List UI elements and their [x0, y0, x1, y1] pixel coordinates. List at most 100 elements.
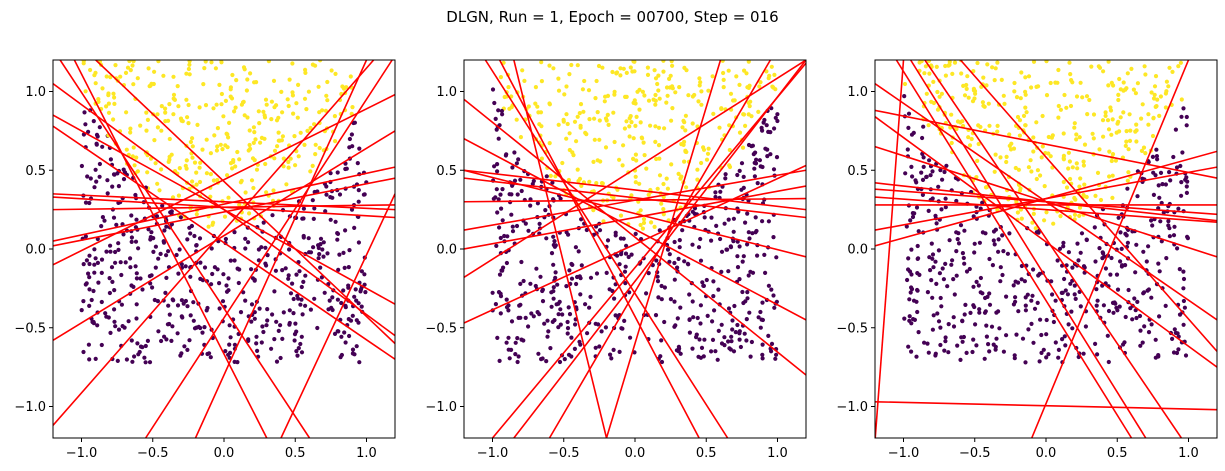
data-point-class0 — [121, 177, 127, 182]
data-point-class0 — [1039, 350, 1044, 355]
data-point-class0 — [1005, 251, 1010, 256]
data-point-class0 — [200, 330, 205, 335]
data-point-class1 — [208, 172, 213, 177]
data-point-class1 — [717, 125, 722, 130]
data-point-class1 — [269, 117, 274, 122]
data-point-class0 — [1180, 150, 1185, 155]
data-point-class1 — [1078, 176, 1083, 181]
decision-line — [464, 98, 806, 376]
data-point-class0 — [516, 315, 521, 320]
data-point-class0 — [1161, 210, 1166, 215]
data-point-class0 — [731, 349, 737, 354]
data-point-class0 — [94, 179, 99, 184]
data-point-class0 — [176, 271, 181, 276]
data-point-class0 — [723, 172, 728, 177]
data-point-class1 — [186, 102, 191, 108]
data-point-class1 — [237, 157, 242, 162]
data-point-class1 — [192, 160, 198, 165]
data-point-class0 — [495, 210, 500, 215]
data-point-class1 — [269, 99, 274, 104]
data-point-class0 — [116, 247, 121, 252]
data-point-class1 — [1061, 179, 1066, 185]
data-point-class0 — [1102, 254, 1107, 259]
data-point-class0 — [996, 237, 1001, 242]
data-point-class0 — [1004, 333, 1009, 338]
data-point-class0 — [987, 291, 992, 296]
data-point-class0 — [292, 332, 298, 337]
data-point-class0 — [119, 272, 124, 278]
data-point-class0 — [578, 276, 583, 281]
data-point-class1 — [553, 174, 558, 179]
data-point-class0 — [316, 256, 321, 261]
data-point-class0 — [283, 266, 288, 271]
data-point-class0 — [347, 248, 352, 253]
data-point-class1 — [310, 163, 315, 168]
data-point-class0 — [254, 341, 259, 346]
data-point-class0 — [249, 267, 254, 272]
data-point-class0 — [972, 250, 977, 255]
data-point-class0 — [750, 231, 755, 236]
data-point-class1 — [201, 82, 206, 87]
data-point-class1 — [112, 101, 117, 106]
data-point-class0 — [902, 94, 907, 99]
data-point-class0 — [572, 346, 577, 351]
data-point-class0 — [227, 342, 232, 347]
data-point-class1 — [580, 87, 585, 92]
data-point-class0 — [1140, 340, 1145, 345]
data-point-class0 — [328, 171, 333, 176]
data-point-class0 — [249, 302, 255, 307]
data-point-class0 — [1181, 269, 1186, 274]
data-point-class1 — [520, 68, 525, 73]
data-point-class0 — [1134, 315, 1139, 321]
decision-line — [95, 60, 395, 345]
data-point-class1 — [686, 93, 691, 98]
data-point-class0 — [495, 162, 500, 167]
data-point-class0 — [175, 303, 181, 308]
data-point-class0 — [1038, 317, 1043, 322]
data-point-class0 — [984, 323, 989, 328]
data-point-class1 — [638, 208, 643, 213]
data-point-class0 — [921, 124, 926, 129]
data-point-class0 — [1036, 273, 1041, 278]
data-point-class1 — [248, 71, 253, 76]
data-point-class1 — [621, 143, 626, 148]
data-point-class1 — [1031, 211, 1036, 216]
data-point-class0 — [657, 228, 662, 233]
data-point-class0 — [505, 234, 510, 239]
data-point-class1 — [1126, 147, 1131, 152]
y-tick-label: 0.5 — [25, 164, 46, 179]
data-point-class1 — [1077, 135, 1082, 140]
data-point-class1 — [155, 112, 160, 117]
data-point-class1 — [1140, 102, 1145, 107]
data-point-class0 — [134, 217, 139, 222]
data-point-class1 — [222, 214, 228, 219]
data-point-class0 — [537, 312, 542, 317]
data-point-class0 — [130, 359, 135, 364]
data-point-class1 — [757, 84, 762, 89]
data-point-class0 — [1118, 230, 1123, 235]
data-point-class1 — [1048, 154, 1053, 159]
data-point-class1 — [176, 193, 181, 198]
data-point-class0 — [515, 359, 520, 365]
data-point-class0 — [226, 276, 231, 281]
data-point-class1 — [612, 139, 617, 145]
data-point-class1 — [1121, 110, 1126, 115]
data-point-class1 — [1067, 60, 1072, 65]
data-point-class0 — [202, 265, 208, 270]
data-point-class1 — [296, 82, 301, 87]
data-point-class1 — [966, 135, 971, 140]
data-point-class1 — [232, 109, 237, 114]
data-point-class1 — [1095, 170, 1101, 175]
data-point-class1 — [156, 60, 161, 64]
data-point-class1 — [132, 163, 137, 168]
data-point-class1 — [1150, 133, 1156, 139]
data-point-class1 — [1074, 94, 1080, 99]
data-point-class0 — [906, 344, 911, 349]
data-point-class0 — [1072, 292, 1077, 297]
data-point-class0 — [164, 224, 169, 229]
data-point-class1 — [1123, 87, 1128, 92]
data-point-class0 — [164, 337, 169, 342]
data-point-class1 — [1035, 168, 1040, 173]
data-point-class1 — [135, 76, 140, 81]
data-point-class1 — [350, 105, 355, 110]
